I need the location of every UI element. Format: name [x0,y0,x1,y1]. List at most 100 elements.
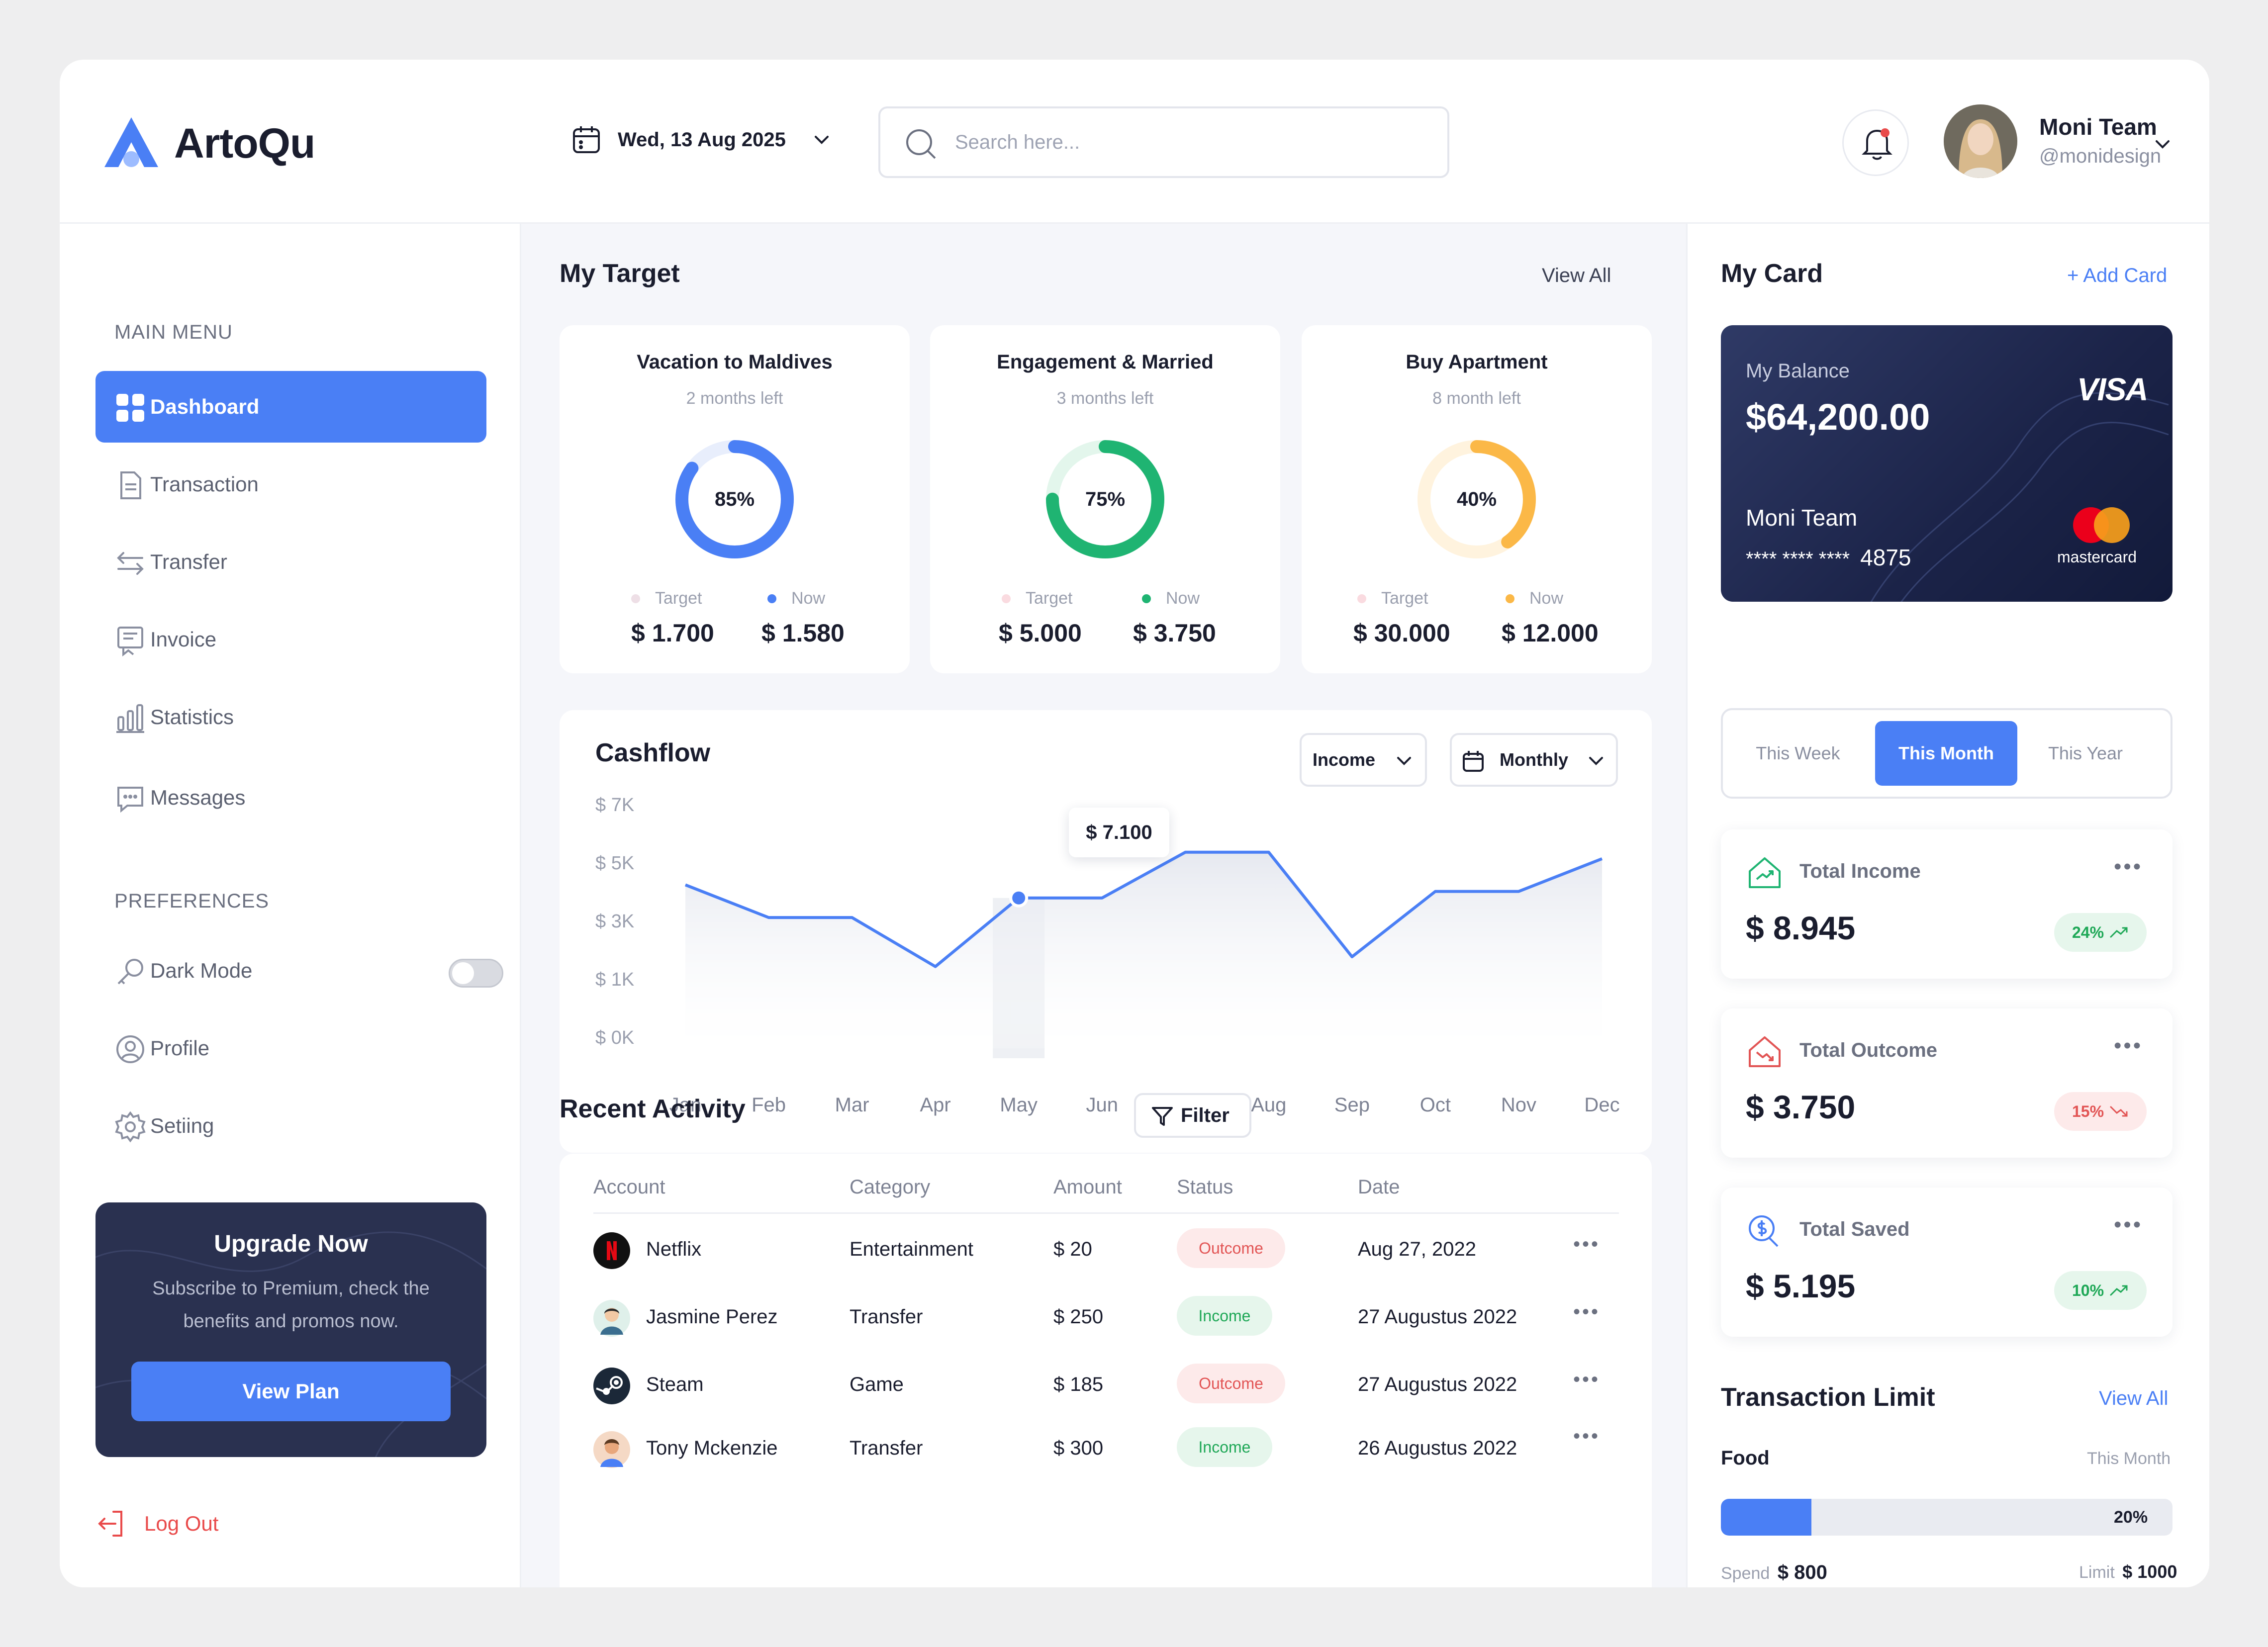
cashflow-card: Cashflow Income Monthly $ 7K $ 5K $ 3K $ 1K… [560,710,1652,1153]
filter-label: Filter [1181,1104,1229,1126]
highlight-point[interactable] [1009,888,1029,908]
preferences-heading: PREFERENCES [114,890,270,912]
sidebar-item-label: Messages [150,786,246,809]
bell-icon [1862,128,1892,160]
donut-percent: 85% [714,488,755,510]
legend-target: Target [1002,589,1073,608]
steam-icon [593,1368,630,1404]
dark-mode-toggle[interactable] [449,959,503,988]
target-card-engagement[interactable]: Engagement & Married 3 months left 75% T… [930,325,1280,673]
stat-card-total-saved[interactable]: Total Saved ••• $ 5.195 10% [1721,1188,2173,1337]
logo-icon [104,117,158,167]
trend-up-icon [2110,927,2128,938]
cell-category: Entertainment [850,1238,974,1260]
stat-more-icon[interactable]: ••• [2114,854,2143,879]
legend-dot [1506,594,1514,603]
cell-category: Game [850,1373,904,1395]
arrows-swap-icon [117,552,144,575]
legend-now: Now [1506,589,1563,608]
logo-area: ArtoQu [60,60,521,224]
row-more-icon[interactable]: ••• [1573,1425,1601,1447]
cashflow-period-dropdown[interactable]: Monthly [1450,733,1618,787]
filter-button[interactable]: Filter [1134,1093,1251,1138]
my-card-title: My Card [1721,259,1823,288]
now-amount: $ 3.750 [1133,619,1216,647]
user-name: Moni Team [2039,114,2157,140]
legend-dot [1002,594,1011,603]
search-input[interactable]: Search here... [878,106,1449,178]
legend-label: Target [1381,589,1428,608]
sidebar-item-setting[interactable]: Setiing [95,1090,486,1162]
target-donut: 75% [1042,437,1168,562]
targets-view-all-link[interactable]: View All [1542,265,1611,286]
stat-card-total-outcome[interactable]: Total Outcome ••• $ 3.750 15% [1721,1008,2173,1158]
x-tick-label: Aug [1251,1094,1287,1116]
date-label: Wed, 13 Aug 2025 [618,128,786,151]
sidebar-item-dark-mode[interactable]: Dark Mode [95,935,503,1006]
stat-more-icon[interactable]: ••• [2114,1033,2143,1058]
sidebar-item-transaction[interactable]: Transaction [95,449,486,520]
recent-activity-title: Recent Activity [560,1095,746,1123]
search-placeholder: Search here... [955,131,1080,153]
legend-dot [767,594,776,603]
target-title: Vacation to Maldives [637,351,833,373]
x-tick-label: Jun [1086,1094,1118,1116]
logout-label: Log Out [144,1512,219,1535]
cell-amount: $ 185 [1053,1373,1104,1395]
table-row[interactable]: Netflix Entertainment $ 20 Outcome Aug 2… [593,1218,1613,1283]
limit-period: This Month [2087,1449,2171,1468]
activity-table [560,1154,1652,1587]
donut-progress [675,440,794,558]
sidebar-item-invoice[interactable]: Invoice [95,604,486,675]
cashflow-area [685,852,1602,1048]
row-more-icon[interactable]: ••• [1573,1233,1601,1255]
cashflow-type-dropdown[interactable]: Income [1300,733,1427,787]
date-picker[interactable]: Wed, 13 Aug 2025 [571,124,833,155]
sidebar-item-transfer[interactable]: Transfer [95,526,486,598]
cell-amount: $ 20 [1053,1238,1092,1260]
x-tick-label: Jan [669,1094,702,1116]
transaction-limit-title: Transaction Limit [1721,1383,1935,1412]
spend-value: $ 800 [1777,1561,1827,1583]
logout-button[interactable]: Log Out [95,1508,218,1540]
view-plan-button[interactable]: View Plan [131,1362,451,1421]
stat-card-total-income[interactable]: Total Income ••• $ 8.945 24% [1721,829,2173,979]
grid-icon [116,394,144,422]
upgrade-text: Subscribe to Premium, check the benefits… [152,1278,430,1332]
table-row[interactable]: Jasmine Perez Transfer $ 250 Income 27 A… [593,1286,1613,1351]
target-title: Engagement & Married [997,351,1214,373]
cell-account: Netflix [646,1238,702,1260]
tab-this-week[interactable]: This Week [1756,743,1840,763]
spend-label: Spend [1721,1564,1770,1583]
avatar-jasmine-icon [593,1300,630,1337]
stat-more-icon[interactable]: ••• [2114,1212,2143,1237]
table-row[interactable]: Tony Mckenzie Transfer $ 300 Income 26 A… [593,1417,1613,1482]
balance-label: My Balance [1746,360,1850,382]
col-header-date: Date [1358,1176,1400,1198]
row-more-icon[interactable]: ••• [1573,1301,1601,1323]
x-tick-label: May [1000,1094,1038,1116]
sidebar-item-label: Statistics [150,705,234,729]
tab-this-year[interactable]: This Year [2048,743,2123,763]
chart-tooltip: $ 7.100 [1069,808,1169,857]
period-tabs: This Week This Month This Year [1721,708,2173,799]
cashflow-line [684,850,1603,968]
tab-this-month[interactable]: This Month [1875,721,2017,786]
sidebar-item-profile[interactable]: Profile [95,1012,486,1084]
sidebar-item-messages[interactable]: Messages [95,762,486,833]
limit-view-all-link[interactable]: View All [2099,1387,2169,1409]
notification-button[interactable] [1842,109,1909,176]
avatar[interactable] [1944,104,2017,178]
sidebar-item-statistics[interactable]: Statistics [95,681,486,753]
add-card-link[interactable]: + Add Card [2067,265,2168,286]
target-card-apartment[interactable]: Buy Apartment 8 month left 40% Target No… [1302,325,1652,673]
donut-progress [1418,440,1536,558]
sidebar-item-dashboard[interactable]: Dashboard [95,371,486,443]
row-more-icon[interactable]: ••• [1573,1369,1601,1390]
legend-label: Now [1166,589,1200,608]
bank-card[interactable]: My Balance $64,200.00 VISA Moni Team ***… [1721,325,2173,602]
user-menu-chevron-icon[interactable] [2152,133,2174,155]
user-photo [1944,104,2017,178]
table-row[interactable]: Steam Game $ 185 Outcome 27 Augustus 202… [593,1354,1613,1418]
target-card-vacation[interactable]: Vacation to Maldives 2 months left 85% T… [560,325,910,673]
